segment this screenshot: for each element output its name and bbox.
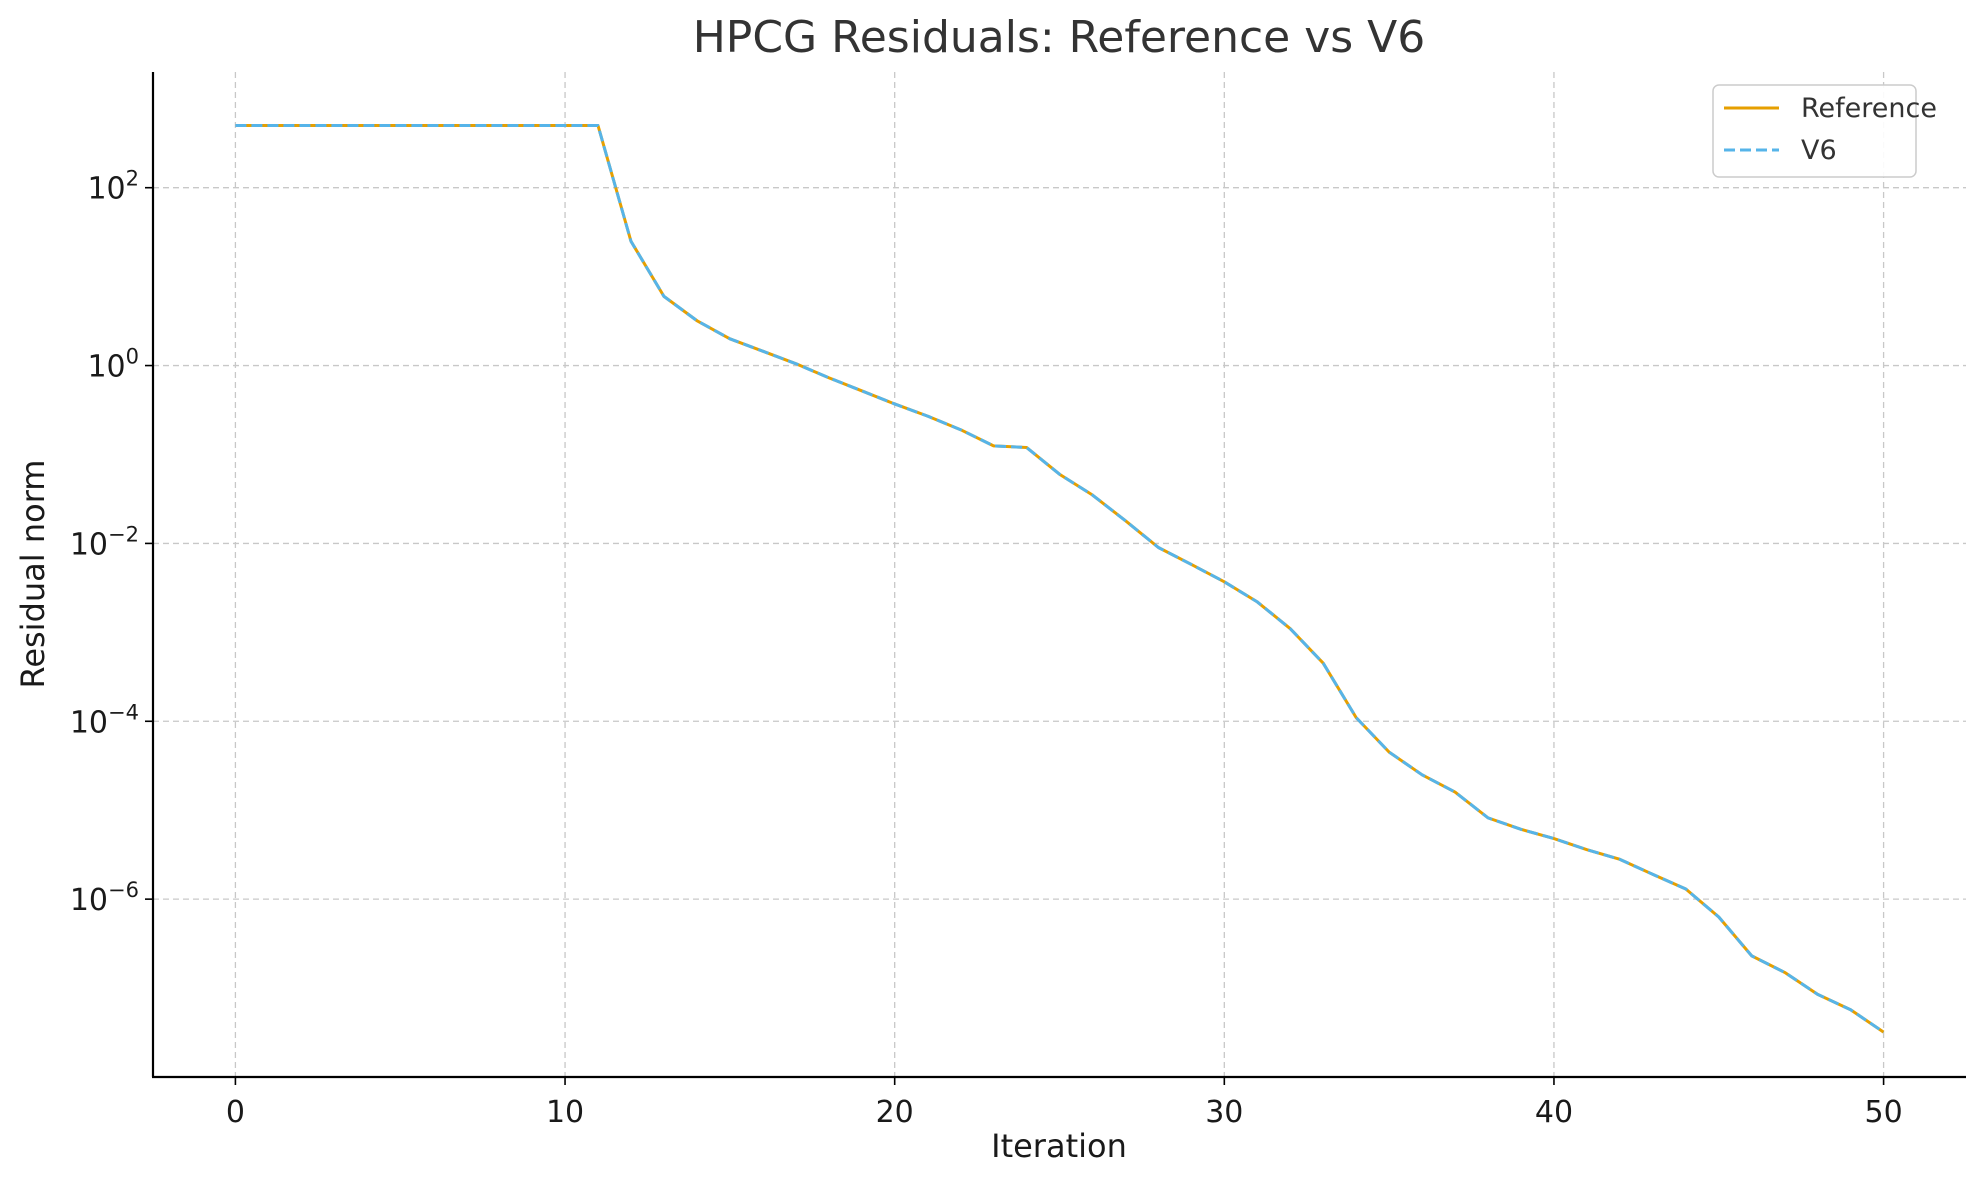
legend-label-v6: V6 [1801,135,1837,166]
y-tick-label: 10−2 [70,522,139,562]
y-tick-exponent: 0 [126,345,139,369]
y-tick-exponent: −6 [108,878,139,902]
y-axis-title: Residual norm [14,460,52,689]
y-tick-label: 10−6 [70,878,139,918]
axes-layer [151,72,1966,1079]
y-tick-exponent: 2 [126,167,139,191]
grid-layer [153,72,1966,1077]
y-tick-label: 100 [87,345,139,385]
y-tick-label: 10−4 [70,700,139,740]
legend-label-reference: Reference [1801,93,1937,124]
x-tick-label: 50 [1864,1095,1902,1130]
legend: Reference V6 [1712,84,1937,178]
y-tick-base: 10 [70,705,108,740]
y-tick-base: 10 [87,350,125,385]
y-tick-base: 10 [70,527,108,562]
x-tick-label: 10 [546,1095,584,1130]
series-line-reference [235,124,1885,1034]
y-tick-exponent: −2 [108,522,139,546]
x-tick-label: 20 [876,1095,914,1130]
chart-title: HPCG Residuals: Reference vs V6 [693,12,1426,63]
series-layer [235,124,1885,1034]
y-tick-label: 102 [87,167,139,207]
y-tick-exponent: −4 [108,700,139,724]
y-tick-base: 10 [87,172,125,207]
x-axis-title: Iteration [991,1127,1127,1165]
x-tick-label: 40 [1535,1095,1573,1130]
series-line-v6 [235,124,1885,1034]
y-tick-base: 10 [70,883,108,918]
x-tick-label: 30 [1205,1095,1243,1130]
x-tick-label: 0 [226,1095,245,1130]
